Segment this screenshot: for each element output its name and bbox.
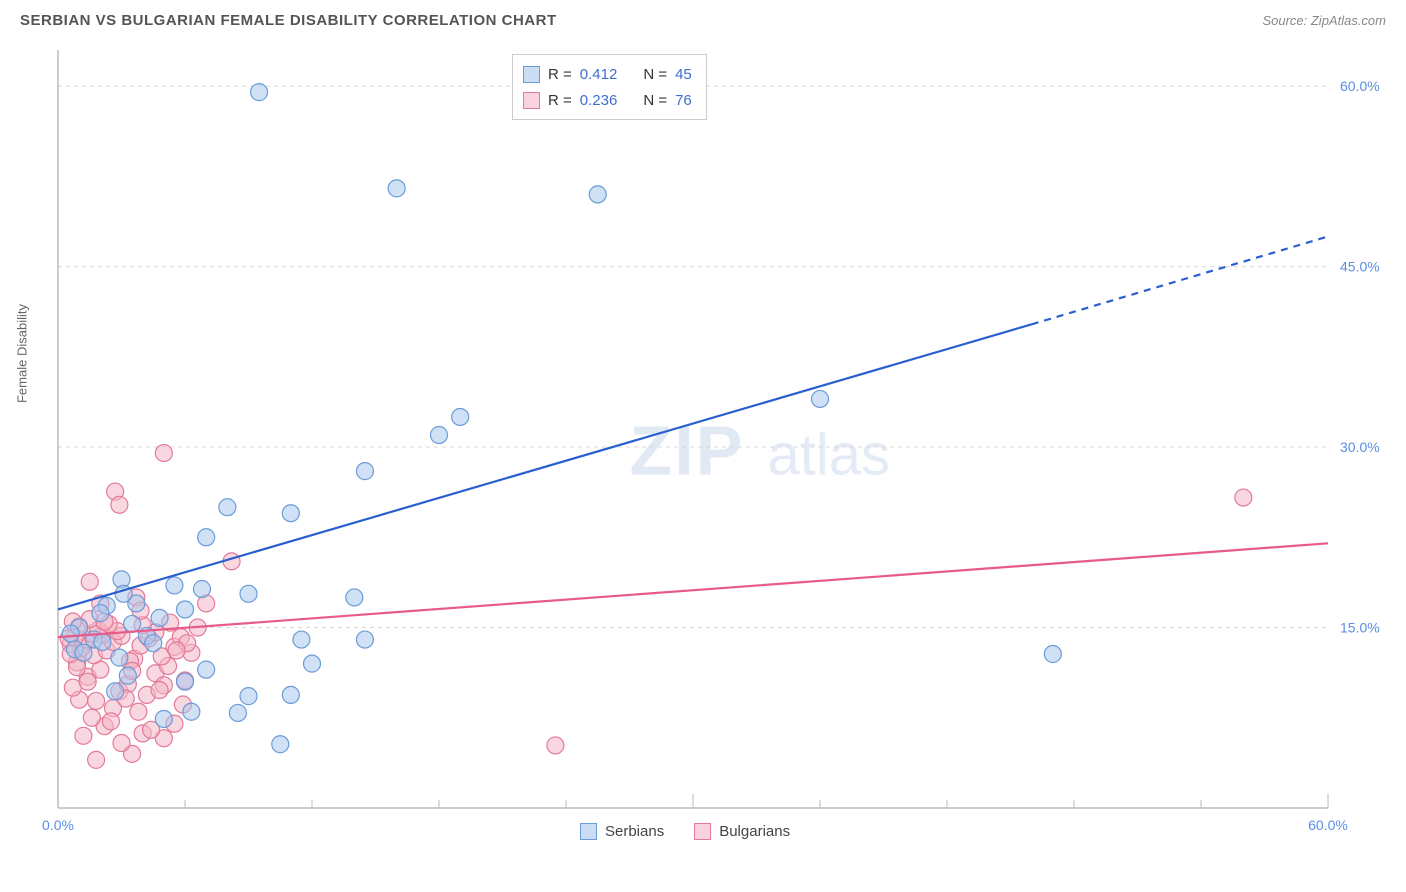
point-bulgarian xyxy=(168,642,185,659)
legend-r-value: 0.236 xyxy=(580,92,618,109)
point-bulgarian xyxy=(79,673,96,690)
point-serbian xyxy=(155,710,172,727)
legend-r-label: R = xyxy=(548,66,572,83)
legend-n-value: 45 xyxy=(675,66,692,83)
point-serbian xyxy=(229,704,246,721)
point-serbian xyxy=(388,180,405,197)
svg-text:ZIP: ZIP xyxy=(630,411,745,489)
legend-n-label: N = xyxy=(643,66,667,83)
point-serbian xyxy=(166,577,183,594)
legend-row: R = 0.236 N = 76 xyxy=(523,87,692,113)
point-bulgarian xyxy=(81,573,98,590)
point-serbian xyxy=(198,661,215,678)
svg-text:atlas: atlas xyxy=(768,422,891,487)
legend-item: Bulgarians xyxy=(694,823,790,840)
point-bulgarian xyxy=(75,727,92,744)
legend-swatch xyxy=(694,823,711,840)
point-serbian xyxy=(282,686,299,703)
point-serbian xyxy=(452,408,469,425)
point-serbian xyxy=(812,390,829,407)
point-serbian xyxy=(219,499,236,516)
point-bulgarian xyxy=(88,692,105,709)
svg-text:30.0%: 30.0% xyxy=(1340,439,1380,455)
legend-swatch xyxy=(523,92,540,109)
point-bulgarian xyxy=(88,751,105,768)
chart-container: Female Disability ZIPatlas15.0%30.0%45.0… xyxy=(50,50,1370,840)
point-serbian xyxy=(193,581,210,598)
legend-item: Serbians xyxy=(580,823,664,840)
point-serbian xyxy=(356,631,373,648)
legend-row: R = 0.412 N = 45 xyxy=(523,61,692,87)
point-serbian xyxy=(589,186,606,203)
point-serbian xyxy=(111,649,128,666)
point-bulgarian xyxy=(155,445,172,462)
svg-text:60.0%: 60.0% xyxy=(1340,78,1380,94)
point-bulgarian xyxy=(113,735,130,752)
point-serbian xyxy=(304,655,321,672)
legend-correlation: R = 0.412 N = 45 R = 0.236 N = 76 xyxy=(512,54,707,120)
point-bulgarian xyxy=(130,703,147,720)
point-bulgarian xyxy=(547,737,564,754)
legend-n-value: 76 xyxy=(675,92,692,109)
legend-series: Serbians Bulgarians xyxy=(580,823,790,840)
point-serbian xyxy=(251,84,268,101)
point-serbian xyxy=(183,703,200,720)
point-bulgarian xyxy=(1235,489,1252,506)
legend-r-label: R = xyxy=(548,92,572,109)
point-serbian xyxy=(240,688,257,705)
scatter-plot: ZIPatlas15.0%30.0%45.0%60.0%0.0%60.0% xyxy=(58,50,1388,848)
point-bulgarian xyxy=(151,682,168,699)
point-serbian xyxy=(346,589,363,606)
point-serbian xyxy=(151,609,168,626)
svg-text:15.0%: 15.0% xyxy=(1340,620,1380,636)
legend-label: Bulgarians xyxy=(719,823,790,840)
point-serbian xyxy=(177,601,194,618)
svg-text:0.0%: 0.0% xyxy=(42,817,74,833)
point-serbian xyxy=(94,633,111,650)
legend-n-label: N = xyxy=(643,92,667,109)
point-serbian xyxy=(145,635,162,652)
legend-swatch xyxy=(580,823,597,840)
trendline-serbian-dashed xyxy=(1032,236,1328,324)
source-credit: Source: ZipAtlas.com xyxy=(1262,13,1386,28)
point-serbian xyxy=(92,605,109,622)
point-serbian xyxy=(75,644,92,661)
point-serbian xyxy=(107,683,124,700)
legend-label: Serbians xyxy=(605,823,664,840)
point-serbian xyxy=(62,625,79,642)
point-serbian xyxy=(272,736,289,753)
point-serbian xyxy=(124,615,141,632)
point-serbian xyxy=(293,631,310,648)
svg-text:60.0%: 60.0% xyxy=(1308,817,1348,833)
point-bulgarian xyxy=(83,709,100,726)
point-serbian xyxy=(282,505,299,522)
legend-swatch xyxy=(523,66,540,83)
point-serbian xyxy=(356,463,373,480)
chart-title: SERBIAN VS BULGARIAN FEMALE DISABILITY C… xyxy=(20,12,557,29)
point-bulgarian xyxy=(102,713,119,730)
point-serbian xyxy=(431,427,448,444)
point-serbian xyxy=(1044,645,1061,662)
y-axis-label: Female Disability xyxy=(15,304,30,403)
legend-r-value: 0.412 xyxy=(580,66,618,83)
point-serbian xyxy=(240,585,257,602)
svg-text:45.0%: 45.0% xyxy=(1340,259,1380,275)
point-serbian xyxy=(177,673,194,690)
point-bulgarian xyxy=(111,496,128,513)
point-serbian xyxy=(119,667,136,684)
point-serbian xyxy=(198,529,215,546)
